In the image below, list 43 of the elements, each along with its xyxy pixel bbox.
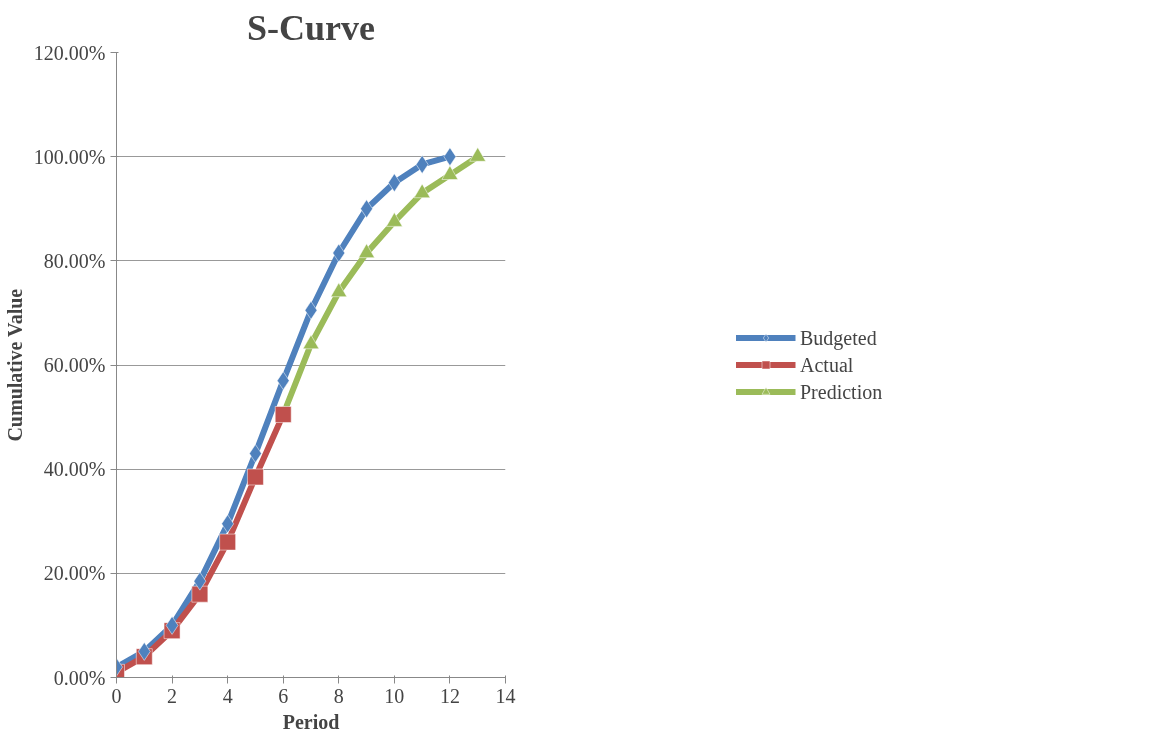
point — [358, 243, 376, 259]
x-tick-label: 0 — [111, 684, 122, 707]
y-tick-label: 0.00% — [53, 666, 106, 689]
point — [276, 371, 290, 391]
x-tick-label: 6 — [278, 684, 289, 707]
point — [137, 641, 151, 661]
y-axis-title: Cumulative Value — [3, 288, 26, 442]
x-tick-label: 14 — [495, 684, 516, 707]
x-tick-label: 12 — [439, 684, 460, 707]
point — [165, 615, 179, 635]
point — [332, 243, 346, 263]
point — [304, 300, 318, 320]
x-tick-label: 4 — [222, 684, 233, 707]
y-tick-label: 40.00% — [43, 458, 106, 481]
point — [193, 571, 207, 591]
chart-title: S-Curve — [247, 7, 376, 48]
y-tick-label: 120.00% — [33, 41, 106, 64]
y-tick-label: 100.00% — [33, 145, 106, 168]
legend-label: Budgeted — [800, 326, 878, 349]
point — [413, 183, 431, 199]
point — [385, 212, 403, 227]
y-tick-label: 60.00% — [43, 354, 106, 376]
x-axis-title: Period — [282, 710, 340, 733]
point — [330, 282, 348, 298]
point — [469, 146, 487, 162]
point — [415, 154, 429, 174]
point — [221, 514, 235, 534]
x-tick-label: 10 — [384, 684, 405, 707]
point — [248, 444, 262, 464]
y-tick-label: 20.00% — [43, 562, 106, 585]
point — [191, 585, 209, 603]
x-tick-label: 8 — [333, 684, 344, 707]
point — [246, 468, 264, 486]
point — [441, 165, 459, 181]
legend-label: Actual — [800, 353, 855, 376]
point — [219, 533, 237, 551]
x-tick-label: 2 — [167, 684, 178, 707]
point — [360, 199, 374, 219]
point — [302, 334, 320, 350]
point — [387, 173, 401, 193]
legend-label: Prediction — [800, 380, 884, 403]
point — [443, 147, 457, 167]
y-tick-label: 80.00% — [43, 249, 106, 272]
